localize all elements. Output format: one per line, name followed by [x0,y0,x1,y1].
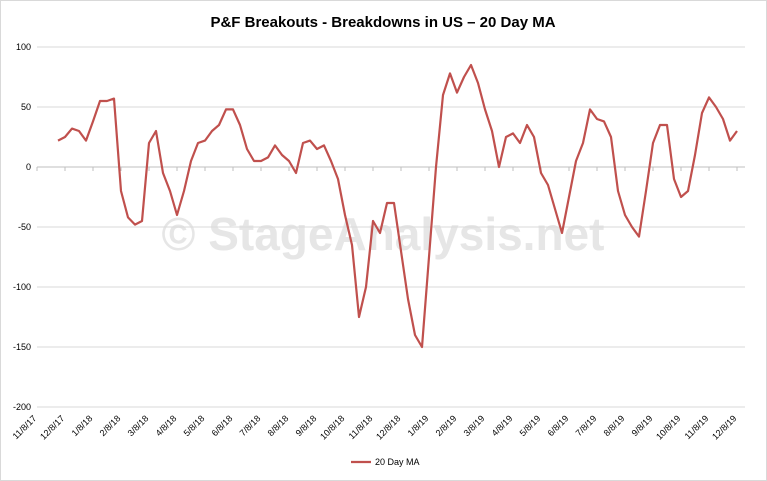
y-tick-label: 50 [21,102,31,112]
y-tick-label: -100 [13,282,31,292]
y-tick-label: 0 [26,162,31,172]
y-tick-label: -150 [13,342,31,352]
y-tick-label: -200 [13,402,31,412]
chart-title: P&F Breakouts - Breakdowns in US – 20 Da… [210,14,555,31]
data-line [57,63,738,349]
legend-label: 20 Day MA [375,457,420,467]
y-tick-label: 100 [16,42,31,52]
y-tick-label: -50 [18,222,31,232]
